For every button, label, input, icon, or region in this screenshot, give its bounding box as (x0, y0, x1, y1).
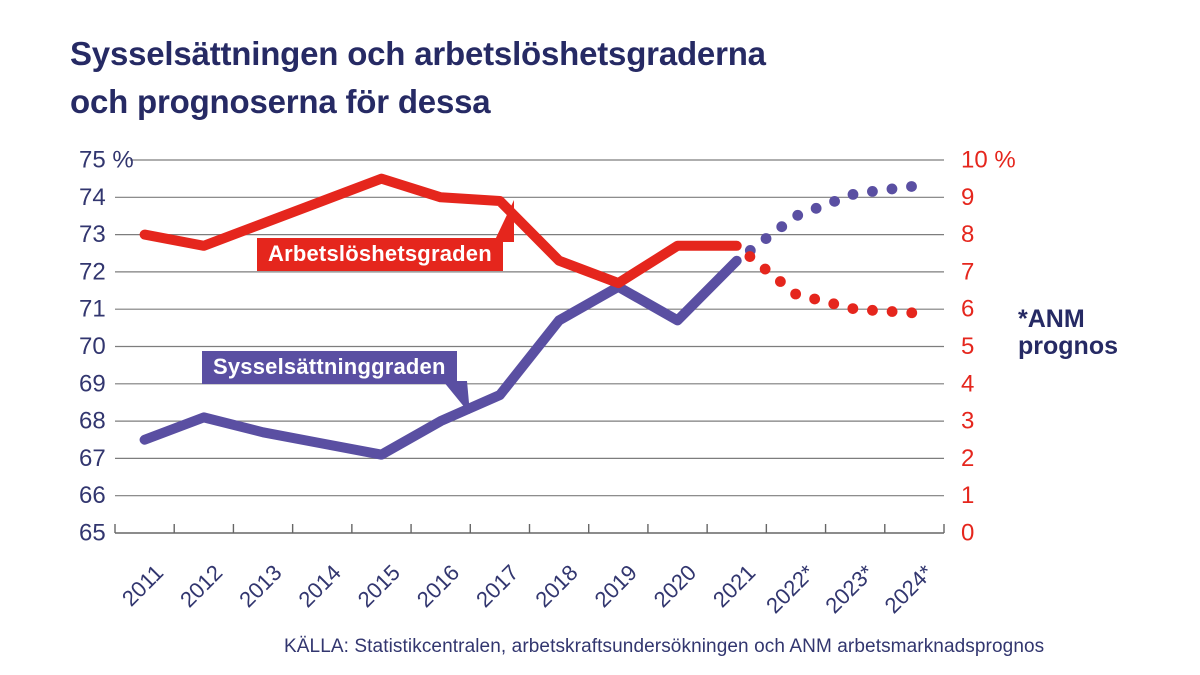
x-axis-label: 2017 (471, 560, 523, 612)
series-unemployment-forecast-dot (828, 298, 840, 310)
y-axis-label-right: 9 (961, 184, 974, 211)
y-axis-label-right: 6 (961, 296, 974, 323)
forecast-annotation-line2: prognos (1018, 332, 1118, 360)
y-axis-label-right: 7 (961, 258, 974, 285)
x-axis-label: 2023* (820, 560, 879, 619)
series-employment-forecast-dot (867, 185, 878, 197)
y-axis-label-left: 75 % (79, 147, 134, 174)
y-axis-label-left: 72 (79, 258, 106, 285)
page-title-line2: och prognoserna för dessa (70, 83, 491, 120)
series-employment-forecast-dot (906, 181, 917, 192)
series-employment-forecast-dot (810, 202, 822, 214)
series-employment-forecast-dot (792, 209, 804, 221)
series-employment-forecast-dot (776, 221, 788, 233)
x-axis-label: 2019 (590, 560, 642, 612)
page-title-line1: Sysselsättningen och arbetslöshetsgrader… (70, 35, 766, 72)
x-axis-label: 2022* (761, 560, 820, 619)
y-axis-label-left: 65 (79, 520, 106, 547)
callout-employment-pointer (443, 381, 470, 414)
series-unemployment-forecast-dot (847, 303, 859, 315)
forecast-annotation: *ANM prognos (1018, 306, 1118, 360)
series-unemployment-forecast-dot (759, 263, 771, 275)
x-axis-label: 2014 (293, 560, 345, 612)
series-employment-line (139, 255, 742, 460)
callout-unemployment-label: Arbetslöshetsgraden (257, 238, 503, 271)
callout-unemployment-pointer (494, 200, 514, 242)
x-axis-label: 2021 (708, 560, 760, 612)
x-axis-label: 2018 (530, 560, 582, 612)
series-unemployment-forecast-dot (867, 304, 878, 316)
page-title: Sysselsättningen och arbetslöshetsgrader… (70, 30, 766, 126)
series-unemployment-forecast-dot (790, 288, 802, 300)
callout-employment-label: Sysselsättninggraden (202, 351, 457, 384)
y-axis-label-right: 0 (961, 520, 974, 547)
y-axis-label-right: 8 (961, 221, 974, 248)
y-axis-label-right: 3 (961, 408, 974, 435)
y-axis-label-left: 68 (79, 408, 106, 435)
series-employment-forecast-dot (886, 183, 898, 195)
series-unemployment-forecast-dot (744, 251, 756, 262)
x-axis-label: 2013 (234, 560, 286, 612)
x-axis-label: 2012 (175, 560, 227, 612)
y-axis-label-right: 5 (961, 333, 974, 360)
forecast-annotation-line1: *ANM (1018, 305, 1085, 333)
x-axis-label: 2016 (412, 560, 464, 612)
y-axis-label-left: 70 (79, 333, 106, 360)
x-axis-label: 2020 (649, 560, 701, 612)
y-axis-label-left: 74 (79, 184, 106, 211)
x-axis-label: 2015 (353, 560, 405, 612)
source-note: KÄLLA: Statistikcentralen, arbetskraftsu… (284, 636, 1045, 657)
series-employment-forecast-dot (847, 188, 859, 200)
series-unemployment-forecast-dot (886, 306, 898, 317)
y-axis-label-left: 69 (79, 370, 106, 397)
y-axis-label-left: 71 (79, 296, 106, 323)
series-unemployment-line (139, 173, 742, 289)
series-employment-forecast-dot (760, 233, 772, 244)
series-employment-forecast-dot (829, 195, 840, 207)
callout-employment-text: Sysselsättninggraden (213, 354, 446, 379)
y-axis-label-left: 67 (79, 445, 106, 472)
x-axis-label: 2011 (117, 560, 168, 611)
y-axis-label-left: 73 (79, 221, 106, 248)
series-unemployment-forecast-dot (809, 293, 821, 305)
series-unemployment-forecast-dot (774, 276, 786, 287)
callout-unemployment-text: Arbetslöshetsgraden (268, 241, 492, 266)
x-axis-label: 2024* (880, 560, 939, 619)
y-axis-label-right: 1 (961, 482, 974, 509)
series-unemployment-forecast-dot (906, 307, 918, 319)
y-axis-label-right: 10 % (961, 147, 1016, 174)
y-axis-label-right: 2 (961, 445, 974, 472)
y-axis-label-right: 4 (961, 370, 974, 397)
y-axis-label-left: 66 (79, 482, 106, 509)
